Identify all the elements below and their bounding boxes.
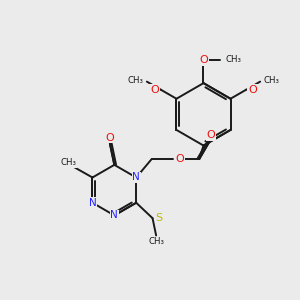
Text: S: S <box>155 213 163 223</box>
Text: CH₃: CH₃ <box>61 158 77 167</box>
Text: O: O <box>207 130 215 140</box>
Text: N: N <box>88 198 96 208</box>
Text: N: N <box>132 172 140 182</box>
Text: CH₃: CH₃ <box>226 56 242 64</box>
Text: O: O <box>176 154 184 164</box>
Text: O: O <box>248 85 257 95</box>
Text: O: O <box>199 55 208 65</box>
Text: CH₃: CH₃ <box>263 76 279 85</box>
Text: CH₃: CH₃ <box>128 76 144 85</box>
Text: O: O <box>150 85 159 95</box>
Text: CH₃: CH₃ <box>148 238 164 247</box>
Text: O: O <box>106 133 114 142</box>
Text: N: N <box>110 210 118 220</box>
